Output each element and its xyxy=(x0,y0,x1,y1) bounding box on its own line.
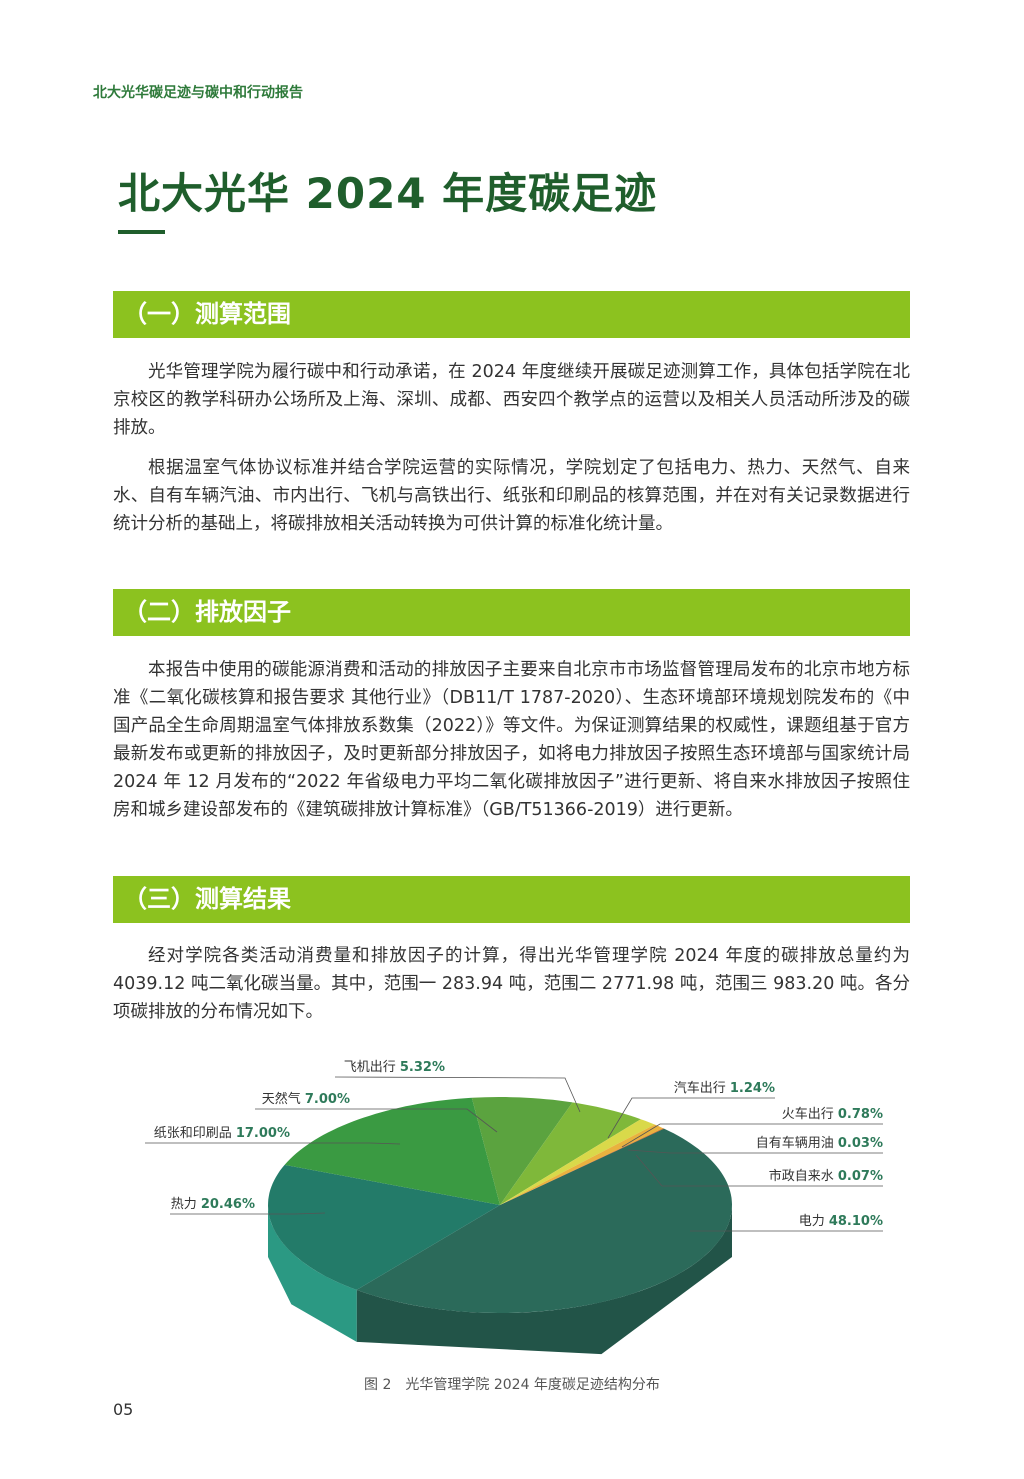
slice-label-name: 电力 xyxy=(799,1214,829,1229)
paragraph: 光华管理学院为履行碳中和行动承诺，在 2024 年度继续开展碳足迹测算工作，具体… xyxy=(113,362,910,438)
paragraph: 经对学院各类活动消费量和排放因子的计算，得出光华管理学院 2024 年度的碳排放… xyxy=(113,946,910,1022)
slice-label: 火车出行 0.78% xyxy=(782,1106,883,1122)
slice-label: 纸张和印刷品 17.00% xyxy=(154,1126,290,1141)
page-title: 北大光华 2024 年度碳足迹 xyxy=(118,169,658,218)
slice-label: 电力 48.10% xyxy=(799,1214,883,1229)
running-header: 北大光华碳足迹与碳中和行动报告 xyxy=(93,85,303,101)
slice-label-value: 0.03% xyxy=(838,1136,883,1151)
slice-label-name: 汽车出行 xyxy=(674,1080,730,1096)
section-heading-factors: （二）排放因子 xyxy=(113,589,910,636)
pie-slice-6 xyxy=(500,1124,663,1205)
slice-label: 天然气 7.00% xyxy=(262,1091,350,1107)
slice-label-name: 自有车辆用油 xyxy=(756,1135,838,1151)
slice-label: 飞机出行 5.32% xyxy=(344,1060,445,1075)
leader-line xyxy=(607,1097,775,1139)
slice-label: 市政自来水 0.07% xyxy=(769,1168,883,1184)
pie-slice-4 xyxy=(500,1102,641,1205)
pie-slice-0 xyxy=(356,1128,732,1313)
leader-line xyxy=(170,1212,326,1215)
slice-label: 汽车出行 1.24% xyxy=(674,1080,775,1096)
slice-label-name: 市政自来水 xyxy=(769,1168,838,1184)
leader-line xyxy=(635,1154,883,1187)
page-number: 05 xyxy=(113,1400,134,1419)
slice-label-name: 纸张和印刷品 xyxy=(154,1126,236,1141)
slice-label-value: 5.32% xyxy=(400,1060,445,1075)
slice-label-name: 热力 xyxy=(171,1197,201,1212)
pie-slice-3 xyxy=(471,1097,573,1205)
paragraph: 本报告中使用的碳能源消费和活动的排放因子主要来自北京市市场监督管理局发布的北京市… xyxy=(113,660,910,820)
pie-side-1 xyxy=(268,1205,357,1342)
slice-label-value: 7.00% xyxy=(305,1092,350,1107)
leader-line xyxy=(627,1149,883,1154)
pie-slice-8 xyxy=(500,1128,664,1205)
leader-line xyxy=(145,1142,401,1145)
figure-caption: 图 2 光华管理学院 2024 年度碳足迹结构分布 xyxy=(364,1377,660,1393)
slice-label-value: 0.78% xyxy=(838,1107,883,1122)
slice-label: 热力 20.46% xyxy=(171,1197,255,1212)
pie-slice-5 xyxy=(500,1119,655,1205)
pie-slice-1 xyxy=(268,1164,500,1290)
section-heading-results: （三）测算结果 xyxy=(113,876,910,923)
slice-label-name: 火车出行 xyxy=(782,1106,838,1122)
paragraph: 根据温室气体协议标准并结合学院运营的实际情况，学院划定了包括电力、热力、天然气、… xyxy=(113,458,910,534)
slice-label-value: 20.46% xyxy=(201,1197,255,1212)
slice-label: 自有车辆用油 0.03% xyxy=(756,1135,883,1151)
slice-label-name: 飞机出行 xyxy=(344,1060,400,1075)
section-heading-scope: （一）测算范围 xyxy=(113,291,910,338)
carbon-footprint-pie-chart: 电力 48.10% 热力 20.46% 纸张和印刷品 17.00% 天然气 7.00%… xyxy=(145,1060,883,1355)
slice-label-value: 1.24% xyxy=(730,1081,775,1096)
leader-line xyxy=(334,1076,581,1113)
leader-line xyxy=(621,1123,883,1148)
slice-label-value: 48.10% xyxy=(829,1214,883,1229)
slice-label-name: 天然气 xyxy=(262,1091,305,1107)
title-underline xyxy=(118,230,165,234)
pie-side-0 xyxy=(356,1205,732,1355)
slice-label-value: 0.07% xyxy=(838,1169,883,1184)
slice-label-value: 17.00% xyxy=(236,1126,290,1141)
pie-slice-7 xyxy=(500,1128,664,1205)
pie-slice-2 xyxy=(284,1097,500,1205)
leader-line xyxy=(255,1108,498,1133)
